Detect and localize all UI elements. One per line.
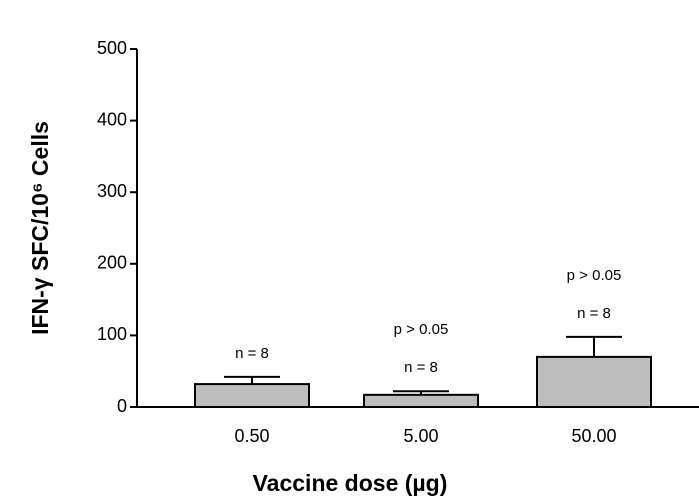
n-label: n = 8 [577, 305, 611, 322]
y-tick-label: 100 [97, 324, 127, 344]
x-tick-label: 5.00 [403, 426, 438, 446]
x-axis-title: Vaccine dose (µg) [253, 470, 448, 496]
n-label: n = 8 [404, 359, 438, 376]
x-tick-label: 50.00 [571, 426, 616, 446]
error-bar [224, 375, 280, 385]
error-bar [566, 335, 622, 357]
x-tick-label: 0.50 [234, 426, 269, 446]
bar [194, 383, 310, 409]
n-label: n = 8 [235, 345, 269, 362]
y-tick-label: 200 [97, 253, 127, 273]
y-tick-label: 500 [97, 38, 127, 58]
y-tick-label: 0 [117, 396, 127, 416]
bar [536, 355, 652, 409]
error-bar [393, 390, 449, 395]
y-axis-title: IFN-γ SFC/10⁶ Cells [27, 121, 53, 335]
y-tick-label: 400 [97, 109, 127, 129]
p-label: p > 0.05 [394, 321, 449, 338]
p-label: p > 0.05 [567, 267, 622, 284]
bar [363, 393, 479, 409]
y-tick-label: 300 [97, 181, 127, 201]
